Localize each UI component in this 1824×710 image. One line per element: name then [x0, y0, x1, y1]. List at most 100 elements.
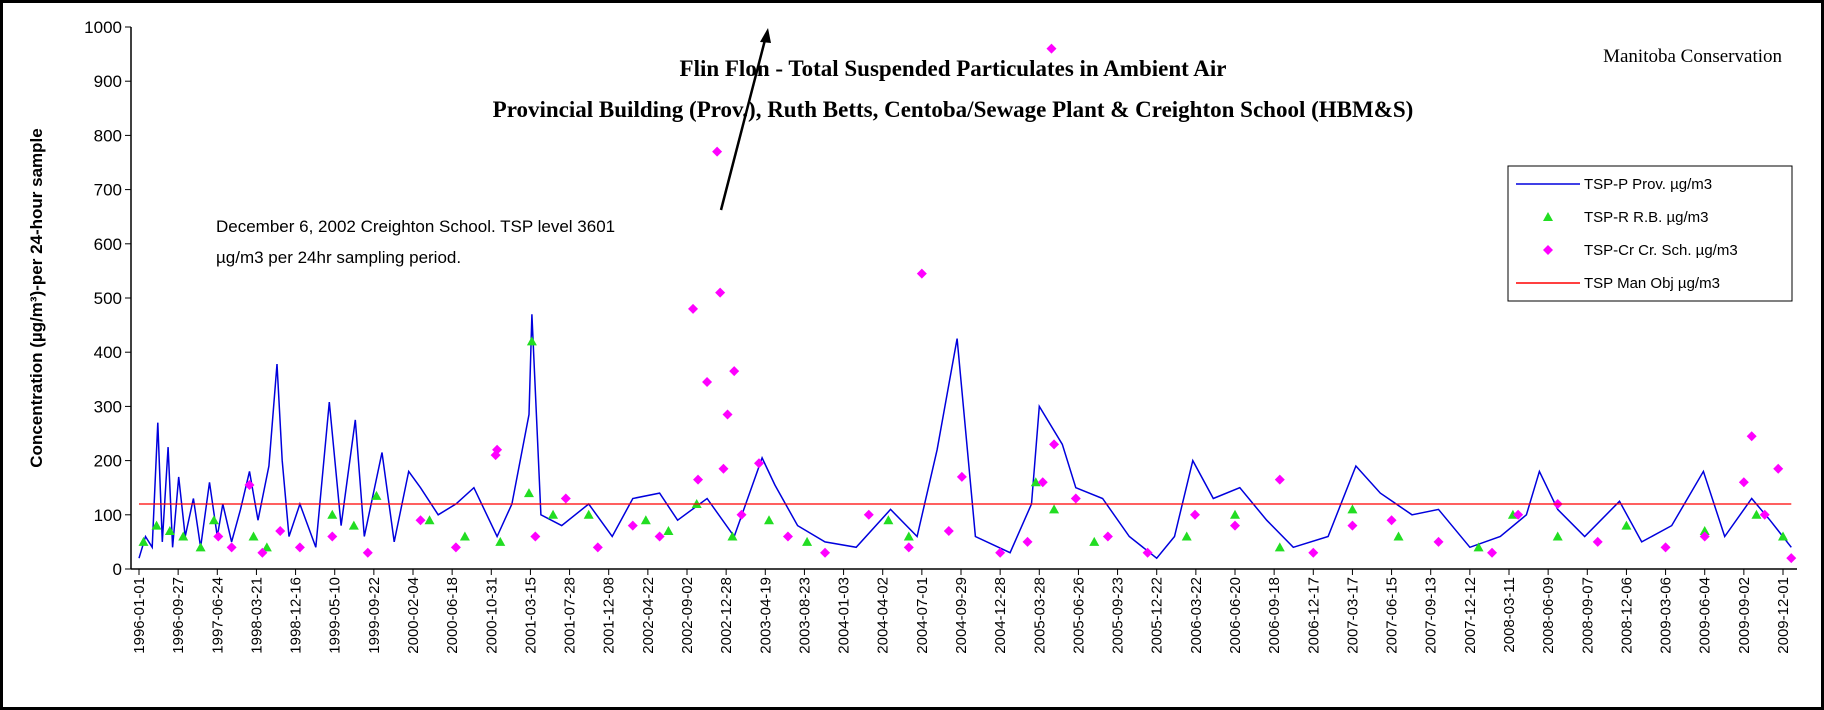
y-tick-label: 700: [94, 181, 122, 200]
series-marker: [1393, 531, 1404, 541]
y-tick-label: 300: [94, 397, 122, 416]
series-marker: [244, 479, 255, 490]
x-tick-label: 2009-12-01: [1775, 577, 1792, 654]
series-marker: [956, 471, 967, 482]
series-marker: [1513, 509, 1524, 520]
series-marker: [1738, 477, 1749, 488]
series-marker: [583, 509, 594, 519]
series-marker: [1347, 504, 1358, 514]
series-marker: [362, 547, 373, 558]
arrow-head: [760, 28, 771, 43]
series-marker: [718, 463, 729, 474]
source: Manitoba Conservation: [1603, 46, 1782, 67]
series-marker: [1621, 520, 1632, 530]
series-marker: [208, 515, 219, 525]
x-tick-label: 2008-12-06: [1618, 577, 1635, 654]
series-marker: [1274, 542, 1285, 552]
series-marker: [715, 287, 726, 298]
series-marker: [995, 547, 1006, 558]
series-marker: [560, 493, 571, 504]
x-tick-label: 2001-12-08: [601, 577, 618, 654]
series-marker: [753, 458, 764, 469]
chart-title: Flin Flon - Total Suspended Particulates…: [680, 56, 1227, 81]
x-tick-label: 1996-01-01: [131, 577, 148, 654]
x-tick-label: 2002-12-28: [718, 577, 735, 654]
x-tick-label: 2004-09-29: [953, 577, 970, 654]
series-line: [138, 314, 1792, 560]
series-marker: [1089, 536, 1100, 546]
annotation: µg/m3 per 24hr sampling period.: [216, 248, 461, 267]
series-marker: [495, 536, 506, 546]
series-marker: [736, 509, 747, 520]
x-tick-label: 2009-03-06: [1658, 577, 1675, 654]
x-tick-label: 2004-12-28: [992, 577, 1009, 654]
series-marker: [903, 542, 914, 553]
x-tick-label: 2007-09-13: [1423, 577, 1440, 654]
series-marker: [903, 531, 914, 541]
series-marker: [459, 531, 470, 541]
x-tick-label: 1999-05-10: [327, 577, 344, 654]
x-tick-label: 2004-01-03: [836, 577, 853, 654]
x-tick-label: 1997-06-24: [209, 577, 226, 654]
series-marker: [1773, 463, 1784, 474]
y-tick-label: 100: [94, 506, 122, 525]
y-tick-label: 900: [94, 72, 122, 91]
x-tick-label: 2006-03-22: [1188, 577, 1205, 654]
series-marker: [1049, 504, 1060, 514]
series-marker: [727, 531, 738, 541]
series-marker: [1030, 477, 1041, 487]
x-tick-label: 2006-06-20: [1227, 577, 1244, 654]
series-marker: [1746, 431, 1757, 442]
y-tick-label: 400: [94, 343, 122, 362]
series-marker: [1433, 536, 1444, 547]
series-marker: [782, 531, 793, 542]
series-marker: [1699, 526, 1710, 536]
series-marker: [1347, 520, 1358, 531]
series-marker: [1552, 531, 1563, 541]
series-marker: [802, 536, 813, 546]
series-marker: [1181, 531, 1192, 541]
x-tick-label: 2002-04-22: [640, 577, 657, 654]
series-marker: [424, 515, 435, 525]
legend-label: TSP-R R.B. µg/m3: [1584, 209, 1709, 226]
legend-box: [1507, 165, 1793, 302]
x-tick-label: 2008-09-07: [1579, 577, 1596, 654]
x-tick-label: 2008-03-11: [1501, 577, 1518, 653]
series-marker: [327, 531, 338, 542]
series-marker: [712, 146, 723, 157]
series-marker: [195, 542, 206, 552]
chart-subtitle: Provincial Building (Prov.), Ruth Betts,…: [493, 97, 1414, 122]
y-tick-label: 600: [94, 235, 122, 254]
series-marker: [257, 547, 268, 558]
series-marker: [178, 531, 189, 541]
series-marker: [1386, 515, 1397, 526]
series-marker: [693, 474, 704, 485]
x-tick-label: 2000-10-31: [483, 577, 500, 654]
series-marker: [248, 531, 259, 541]
series-marker: [1046, 43, 1057, 54]
series-marker: [1786, 553, 1797, 564]
x-tick-label: 2005-09-23: [1110, 577, 1127, 654]
series-marker: [1189, 509, 1200, 520]
series-marker: [729, 366, 740, 377]
series-marker: [1142, 547, 1153, 558]
series-marker: [943, 526, 954, 537]
x-tick-label: 2009-06-04: [1697, 577, 1714, 654]
x-tick-label: 2000-02-04: [405, 577, 422, 654]
y-tick-label: 0: [113, 560, 122, 579]
series-marker: [863, 509, 874, 520]
series-marker: [916, 268, 927, 279]
series-marker: [261, 542, 272, 552]
series-marker: [371, 490, 382, 500]
x-tick-label: 1998-03-21: [248, 577, 265, 654]
series-marker: [1308, 547, 1319, 558]
x-tick-label: 2007-12-12: [1462, 577, 1479, 654]
x-tick-label: 2003-08-23: [796, 577, 813, 654]
annotation: December 6, 2002 Creighton School. TSP l…: [216, 217, 615, 236]
series-marker: [1230, 509, 1240, 519]
x-tick-label: 2006-09-18: [1266, 577, 1283, 654]
series-marker: [530, 531, 541, 542]
x-tick-label: 2009-09-02: [1736, 577, 1753, 654]
series-marker: [1778, 531, 1788, 541]
series-marker: [226, 542, 237, 553]
